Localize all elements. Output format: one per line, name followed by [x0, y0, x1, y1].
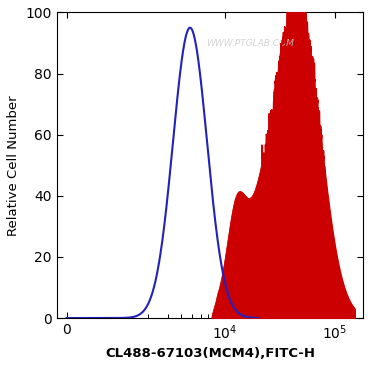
Y-axis label: Relative Cell Number: Relative Cell Number: [7, 95, 20, 236]
X-axis label: CL488-67103(MCM4),FITC-H: CL488-67103(MCM4),FITC-H: [105, 347, 315, 360]
Text: WWW.PTGLAB.COM: WWW.PTGLAB.COM: [206, 39, 294, 47]
